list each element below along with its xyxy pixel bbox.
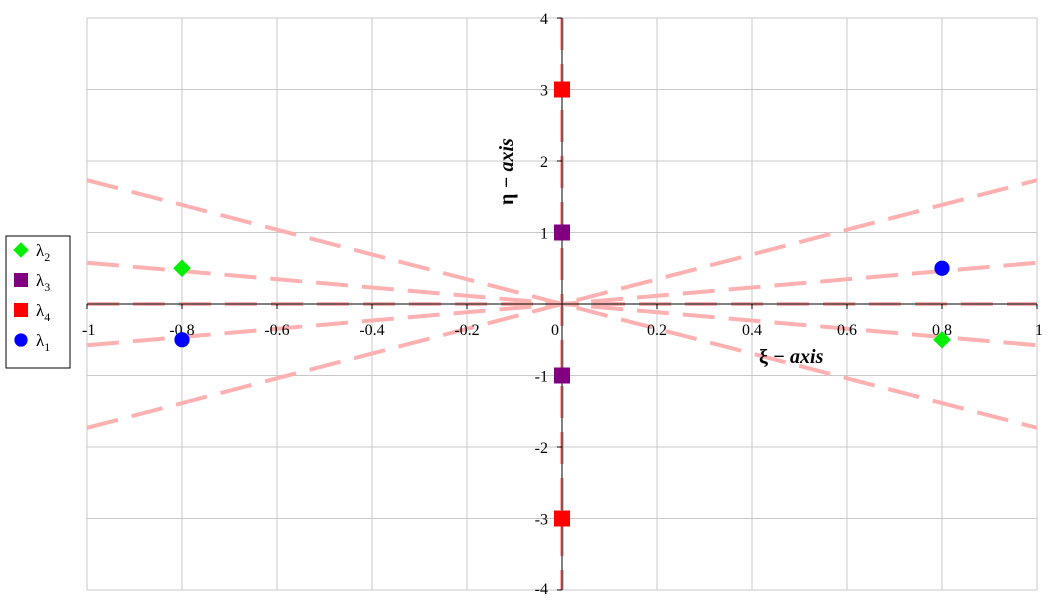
x-tick-label: -0.2 xyxy=(454,322,479,339)
data-point-square xyxy=(554,367,570,384)
x-tick-label: -0.6 xyxy=(264,322,289,339)
y-tick-label: -1 xyxy=(535,369,548,386)
y-axis-title: η − axis xyxy=(496,138,518,205)
legend-marker xyxy=(14,333,28,347)
y-tick-label: -4 xyxy=(535,581,548,598)
legend: λ2 λ3 λ4 λ1 xyxy=(5,235,71,369)
y-tick-label: 1 xyxy=(540,226,548,243)
legend-marker xyxy=(13,242,29,258)
legend-marker xyxy=(14,273,28,287)
data-points xyxy=(173,81,951,527)
axes xyxy=(86,17,1038,591)
data-point-square xyxy=(554,510,570,527)
x-axis-symbol: ξ xyxy=(759,346,768,368)
data-point-circle xyxy=(174,332,190,348)
y-tick-label: 3 xyxy=(540,83,548,100)
x-tick-label: 1 xyxy=(1035,322,1043,339)
legend-box xyxy=(5,235,71,369)
data-point-square xyxy=(554,81,570,98)
x-tick-label: 0.8 xyxy=(932,322,952,339)
data-point-circle xyxy=(934,260,950,276)
x-tick-label: 0 xyxy=(551,322,559,339)
x-axis-text: − axis xyxy=(768,346,824,368)
legend-label: λ1 xyxy=(36,331,50,354)
tick-labels: -1 -0.8 -0.6 -0.4 -0.2 0 0.2 0.4 0.6 0.8 1 -4 -3 -2 -1… xyxy=(82,11,1043,598)
y-axis-text: − axis xyxy=(496,138,518,194)
x-tick-label: -0.4 xyxy=(359,322,384,339)
y-tick-label: 2 xyxy=(540,154,548,171)
y-tick-label: 4 xyxy=(540,11,548,28)
y-tick-label: -2 xyxy=(535,440,548,457)
legend-marker xyxy=(14,303,28,317)
legend-label: λ3 xyxy=(36,271,50,294)
data-point-diamond xyxy=(173,259,191,278)
data-point-diamond xyxy=(933,330,951,349)
x-axis-title: ξ − axis xyxy=(759,346,824,368)
x-tick-label: -0.8 xyxy=(169,322,194,339)
y-axis-symbol: η xyxy=(496,194,518,205)
x-tick-label: 0.4 xyxy=(742,322,762,339)
x-tick-label: -1 xyxy=(82,322,95,339)
y-tick-label: -3 xyxy=(535,512,548,529)
x-tick-label: 0.6 xyxy=(837,322,857,339)
x-tick-label: 0.2 xyxy=(647,322,667,339)
data-point-square xyxy=(554,224,570,241)
legend-label: λ4 xyxy=(36,301,50,324)
legend-label: λ2 xyxy=(36,241,50,264)
